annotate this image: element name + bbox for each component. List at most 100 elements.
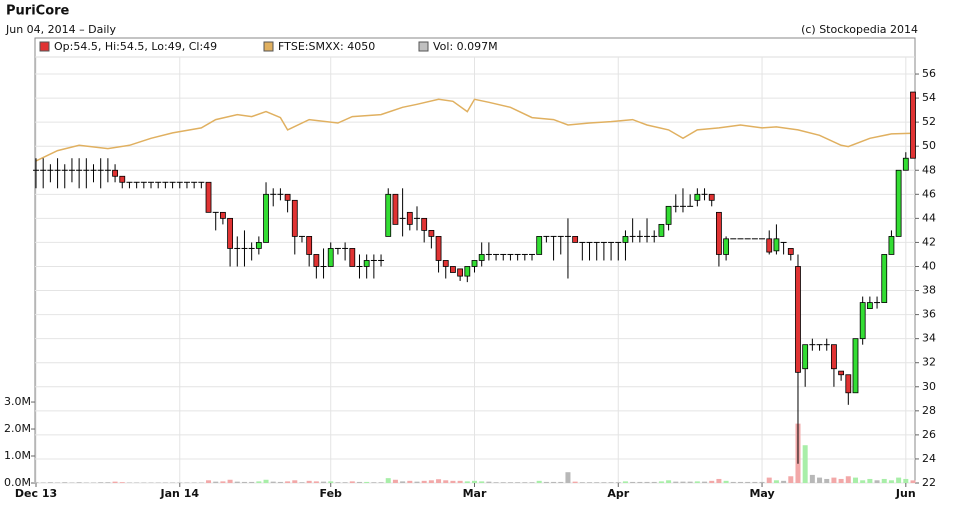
volume-bar (148, 482, 154, 483)
y-tick-label: 22 (922, 476, 936, 489)
volume-bar (608, 482, 614, 483)
y-tick-label: 54 (922, 91, 936, 104)
chart-title: PuriCore (6, 4, 70, 19)
volume-bar (903, 478, 909, 483)
volume-bar (493, 482, 499, 483)
x-tick-label: May (749, 487, 774, 500)
volume-bar (112, 481, 118, 483)
volume-bar (860, 480, 866, 483)
volume-bar (666, 480, 672, 483)
volume-bar (472, 480, 477, 483)
volume-bar (385, 478, 391, 483)
volume-bar (529, 482, 535, 483)
credit: (c) Stockopedia 2014 (801, 23, 918, 36)
volume-bar (443, 480, 449, 483)
y-tick-label: 40 (922, 259, 936, 272)
volume-bar (702, 481, 708, 483)
volume-bar (55, 482, 61, 483)
volume-bar (716, 478, 722, 483)
volume-bar (824, 478, 830, 483)
volume-bar (773, 480, 779, 483)
volume-bar (407, 480, 413, 483)
volume-bar (234, 481, 240, 483)
candle-body (845, 374, 852, 394)
volume-bar (349, 481, 355, 483)
volume-bar (737, 481, 743, 483)
candle-body (349, 248, 356, 267)
volume-bar (277, 481, 283, 483)
volume-bar (630, 481, 636, 483)
candle-body (457, 268, 464, 277)
volume-bar (206, 480, 212, 483)
candle-body (852, 338, 859, 394)
volume-bar (256, 481, 262, 483)
volume-bar (587, 482, 593, 483)
volume-bar (687, 481, 693, 483)
volume-bar (615, 482, 621, 483)
volume-bar (845, 476, 851, 483)
candle-body (902, 157, 909, 171)
candle-body (306, 236, 313, 255)
volume-bar (292, 480, 298, 483)
candle-body (428, 229, 435, 237)
y-tick-label: 50 (922, 139, 936, 152)
volume-bar (198, 482, 204, 483)
candle-body (478, 254, 485, 261)
legend-swatch (263, 41, 274, 52)
y-tick-label: 38 (922, 284, 936, 297)
volume-bar (328, 481, 334, 483)
volume-bar (752, 481, 758, 483)
volume-bar (191, 482, 197, 483)
vol-tick-label: 3.0M (4, 395, 31, 408)
candle-body (572, 236, 579, 243)
volume-bar (594, 482, 600, 483)
volume-bar (543, 481, 549, 483)
vol-tick-label: 1.0M (4, 449, 31, 462)
candle-body (205, 181, 212, 213)
volume-bar (881, 478, 887, 483)
volume-bar (371, 482, 377, 483)
volume-bar (536, 480, 542, 483)
volume-bar (105, 482, 111, 483)
chart-subtitle: Jun 04, 2014 – Daily (5, 23, 116, 36)
volume-bar (817, 477, 823, 483)
y-tick-label: 24 (922, 452, 936, 465)
volume-bar (134, 482, 140, 483)
volume-bar (709, 480, 715, 483)
volume-bar (579, 482, 585, 483)
y-tick-label: 44 (922, 211, 936, 224)
y-tick-label: 34 (922, 332, 936, 345)
volume-bar (781, 480, 787, 483)
volume-bar (759, 481, 765, 483)
volume-bar (622, 481, 628, 483)
candle-body (773, 238, 780, 252)
volume-bar (270, 481, 276, 483)
volume-bar (809, 474, 815, 483)
volume-bar (852, 477, 858, 483)
volume-bar (831, 477, 837, 483)
volume-bar (464, 481, 470, 483)
candle-body (471, 260, 478, 267)
volume-bar (680, 481, 686, 483)
vol-tick-label: 2.0M (4, 422, 31, 435)
x-tick-label: Apr (607, 487, 629, 500)
candle-body (385, 193, 392, 237)
volume-bar (91, 482, 97, 483)
candle-body (327, 248, 334, 267)
volume-bar (838, 478, 844, 483)
volume-bar (227, 479, 233, 483)
candle-body (723, 238, 729, 255)
candle-body (859, 302, 866, 340)
volume-bar (213, 481, 219, 483)
candle-body (227, 217, 233, 249)
candle-body (363, 260, 370, 267)
volume-bar (694, 481, 700, 483)
candle-body (406, 211, 413, 225)
legend-label: FTSE:SMXX: 4050 (278, 40, 375, 53)
legend-label: Vol: 0.097M (433, 40, 498, 53)
volume-bar (378, 482, 384, 483)
volume-bar (601, 482, 607, 483)
volume-bar (766, 477, 772, 483)
legend-swatch (418, 41, 429, 52)
